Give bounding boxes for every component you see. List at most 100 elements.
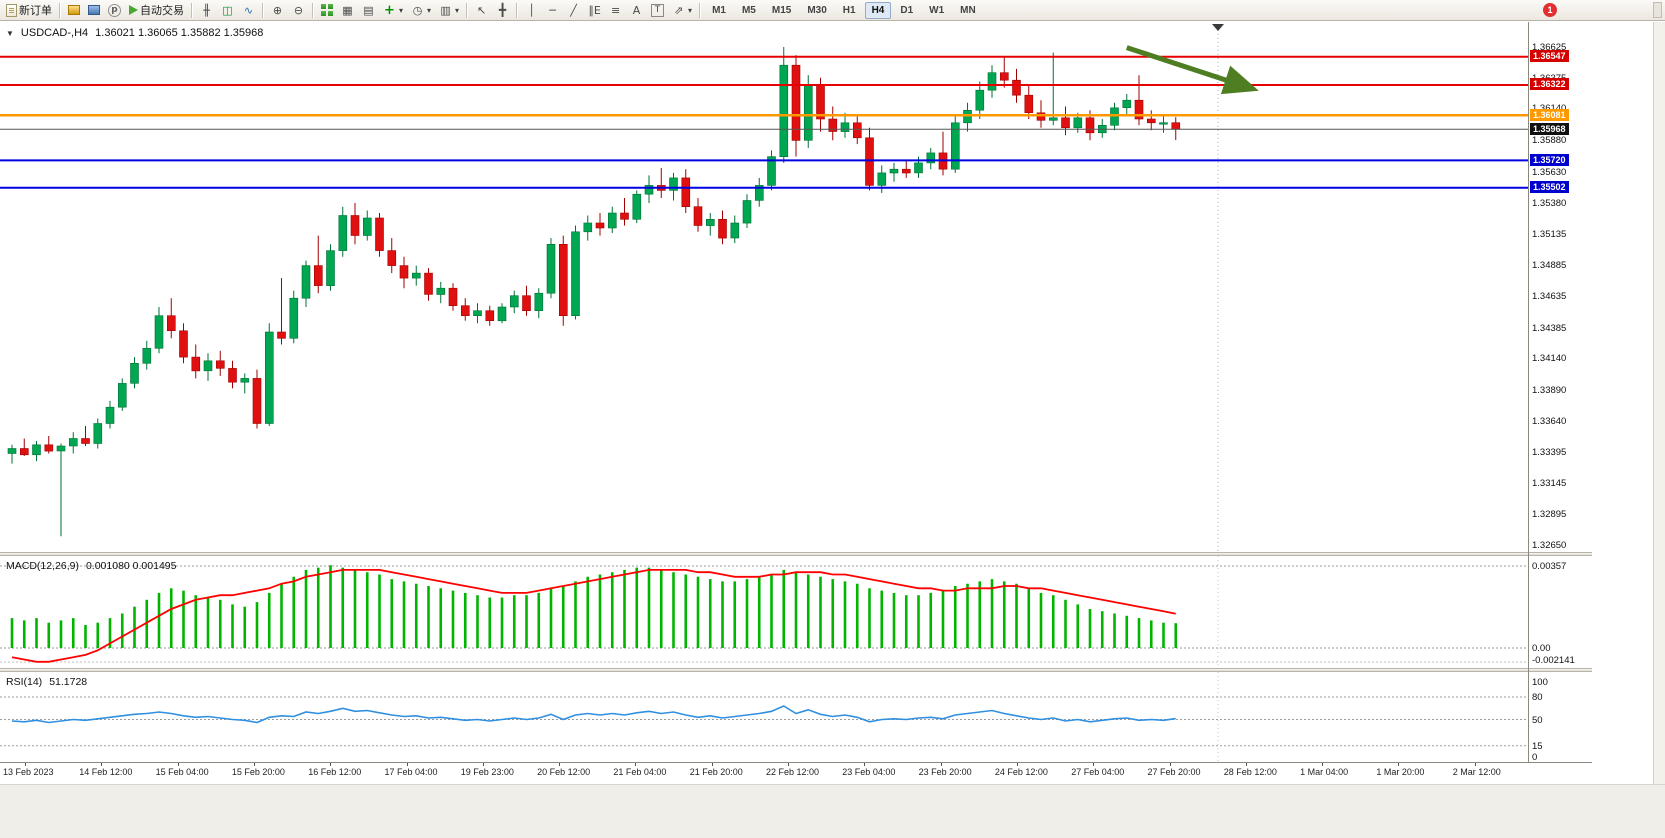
time-axis-tick xyxy=(1398,763,1400,766)
cascade-windows-button[interactable]: ▦ xyxy=(337,1,358,19)
macd-axis-label: 0.00357 xyxy=(1532,561,1567,572)
trendline-button[interactable]: ╱ xyxy=(563,1,584,19)
line-chart-button[interactable]: ∿ xyxy=(238,1,259,19)
chart-profiles-button[interactable] xyxy=(64,1,84,19)
timeframe-m15[interactable]: M15 xyxy=(765,2,798,19)
new-order-icon xyxy=(6,3,17,17)
cursor-button[interactable]: ↖ xyxy=(471,1,492,19)
text-icon: A xyxy=(632,3,641,17)
new-order-button-label: 新订单 xyxy=(19,5,52,17)
time-axis-tick xyxy=(788,763,789,766)
rsi-axis-label: 0 xyxy=(1532,752,1538,763)
timeframe-toolbar: M1 M5 M15 M30 H1 H4 D1 W1 MN xyxy=(704,0,984,20)
rsi-axis-label: 80 xyxy=(1532,692,1543,703)
crosshair-button[interactable]: ╋ xyxy=(492,1,513,19)
timeframe-w1[interactable]: W1 xyxy=(922,2,951,19)
cascade-windows-icon: ▦ xyxy=(342,3,353,17)
chart-shift-marker xyxy=(1212,24,1224,31)
price-tag: 1.35720 xyxy=(1530,153,1569,166)
time-axis-label: 20 Feb 12:00 xyxy=(537,767,591,777)
price-axis-label: 1.32650 xyxy=(1532,540,1567,551)
price-chart[interactable] xyxy=(0,22,1528,552)
price-axis-label: 1.32895 xyxy=(1532,509,1567,521)
dropdown-caret-icon: ▾ xyxy=(427,5,432,15)
time-axis-label: 23 Feb 04:00 xyxy=(842,767,896,777)
price-axis[interactable]: 1.366251.363751.361401.358801.356301.353… xyxy=(1530,21,1602,838)
time-axis[interactable]: 13 Feb 2023 14 Feb 12:00 15 Feb 04:00 15 Fe… xyxy=(0,763,1528,782)
rsi-indicator-label: RSI(14) 51.1728 xyxy=(6,676,87,688)
vertical-line-icon: │ xyxy=(528,3,535,17)
data-window-button[interactable] xyxy=(84,1,104,19)
time-axis-label: 28 Feb 12:00 xyxy=(1223,767,1277,777)
time-axis-label: 16 Feb 12:00 xyxy=(308,767,362,777)
price-axis-label: 1.34635 xyxy=(1532,291,1567,303)
templates-button[interactable]: ▥ ▾ xyxy=(435,1,463,19)
vertical-line-button[interactable]: │ xyxy=(521,1,542,19)
time-axis-tick xyxy=(1016,763,1018,766)
tile-windows-button[interactable] xyxy=(317,1,337,19)
price-axis-label: 1.35135 xyxy=(1532,228,1567,240)
chart-workspace: ▼ USDCAD-,H4 1.36021 1.36065 1.35882 1.3… xyxy=(0,21,1665,838)
fibonacci-button[interactable]: ≡ xyxy=(605,1,626,19)
timeframe-m1[interactable]: M1 xyxy=(705,2,733,19)
timeframe-d1[interactable]: D1 xyxy=(893,2,920,19)
price-axis-label: 1.33395 xyxy=(1532,446,1567,458)
pane-divider[interactable] xyxy=(0,552,1592,556)
period-button[interactable]: ◷ ▾ xyxy=(407,1,435,19)
macd-axis-label: -0.002141 xyxy=(1532,655,1575,666)
one-click-trading-toggle[interactable]: ▼ xyxy=(6,28,14,38)
horizontal-line-icon: ─ xyxy=(549,3,556,17)
macd-pane[interactable] xyxy=(0,556,1528,668)
right-scrollbar[interactable] xyxy=(1653,22,1665,784)
price-axis-label: 1.36140 xyxy=(1532,103,1566,114)
chart-symbol-period: USDCAD-,H4 xyxy=(20,27,89,39)
timeframe-h1[interactable]: H1 xyxy=(836,2,863,19)
time-axis-tick xyxy=(406,763,408,766)
crosshair-icon: ╋ xyxy=(498,2,507,17)
zoom-in-button[interactable]: ⊕ xyxy=(267,1,288,19)
time-axis-line xyxy=(0,762,1592,763)
time-axis-label: 17 Feb 04:00 xyxy=(384,767,438,777)
time-axis-tick xyxy=(864,763,866,766)
time-axis-tick xyxy=(940,763,942,766)
bottom-margin xyxy=(0,784,1665,838)
dropdown-caret-icon: ▾ xyxy=(688,5,693,15)
timeframe-m30[interactable]: M30 xyxy=(800,2,833,19)
chart-ohlc-header: ▼ USDCAD-,H4 1.36021 1.36065 1.35882 1.3… xyxy=(6,27,263,39)
timeframe-m5[interactable]: M5 xyxy=(735,2,763,19)
bar-chart-button[interactable]: ╫ xyxy=(196,1,217,19)
candlestick-chart-button[interactable]: ◫ xyxy=(217,1,238,19)
timeframe-h4[interactable]: H4 xyxy=(864,1,892,19)
time-axis-label: 21 Feb 20:00 xyxy=(689,767,743,777)
pane-divider[interactable] xyxy=(0,668,1592,672)
price-axis-label: 1.33145 xyxy=(1532,477,1567,489)
line-chart-icon: ∿ xyxy=(243,3,254,17)
price-axis-label: 1.35380 xyxy=(1532,197,1567,209)
arrange-windows-button[interactable]: ▤ xyxy=(358,1,379,19)
timeframe-mn[interactable]: MN xyxy=(953,2,983,19)
toolbar-overflow-button[interactable] xyxy=(1653,2,1662,18)
new-chart-button[interactable]: + ▾ xyxy=(379,1,407,19)
rsi-pane[interactable] xyxy=(0,672,1528,762)
text-label-icon: T xyxy=(651,3,665,17)
time-axis-label: 15 Feb 04:00 xyxy=(155,767,209,777)
shapes-icon: ⇗ xyxy=(673,3,684,17)
time-axis-label: 27 Feb 20:00 xyxy=(1147,767,1201,777)
price-axis-label: 1.34385 xyxy=(1532,322,1567,334)
shapes-button[interactable]: ⇗ ▾ xyxy=(668,1,696,19)
time-axis-tick xyxy=(1245,763,1247,766)
chart-ohlc-values: 1.36021 1.36065 1.35882 1.35968 xyxy=(95,27,264,39)
navigator-button[interactable]: p xyxy=(104,1,125,19)
text-label-button[interactable]: T xyxy=(647,1,668,19)
time-axis-tick xyxy=(1169,763,1171,766)
zoom-out-button[interactable]: ⊖ xyxy=(288,1,309,19)
autotrading-button[interactable]: 自动交易 xyxy=(125,1,188,19)
horizontal-line-button[interactable]: ─ xyxy=(542,1,563,19)
toolbar-separator xyxy=(59,2,61,18)
text-button[interactable]: A xyxy=(626,1,647,19)
new-order-button[interactable]: 新订单 xyxy=(2,1,56,19)
notification-badge[interactable]: 1 xyxy=(1543,3,1557,17)
channel-button[interactable]: ∥E xyxy=(584,1,605,19)
trendline-icon: ╱ xyxy=(570,3,577,17)
